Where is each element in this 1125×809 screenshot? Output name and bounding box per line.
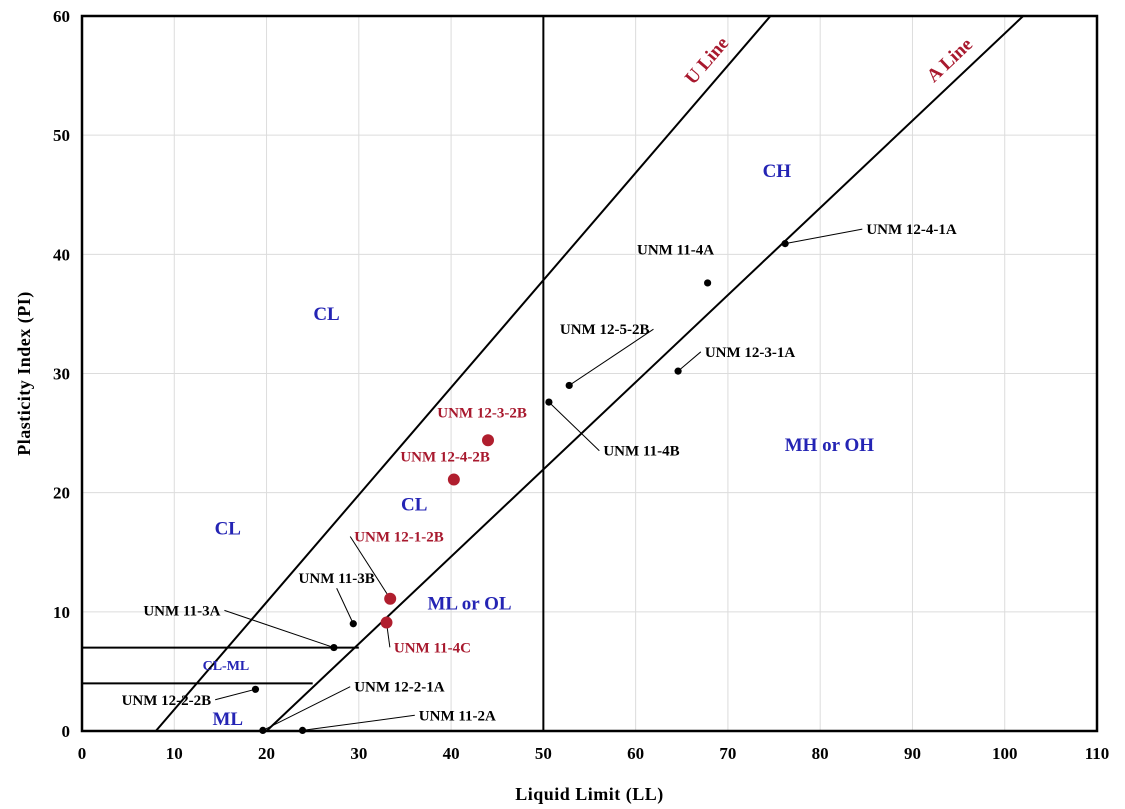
zone-label-cl-1: CL	[215, 518, 241, 539]
x-tick-label-90: 90	[904, 744, 921, 763]
point-unm-12-4-1a	[781, 240, 789, 248]
leader-unm-11-4b	[548, 401, 600, 452]
point-label-unm-11-4b: UNM 11-4B	[603, 444, 679, 460]
point-unm-12-2-2b	[251, 685, 260, 693]
y-tick-label-60: 60	[53, 7, 70, 26]
point-label-unm-12-5-2b: UNM 12-5-2B	[560, 322, 650, 338]
point-unm-12-4-2b	[447, 473, 460, 486]
point-label-unm-11-2a: UNM 11-2A	[419, 708, 496, 724]
zone-label-ch-3: CH	[763, 161, 792, 182]
point-label-unm-12-2-2b: UNM 12-2-2B	[122, 693, 212, 709]
a-line	[265, 16, 1024, 731]
tick-labels: 0 10 20 30 40 50 60 70 80 90 100 110 0 10 20 30 40 50 60	[53, 7, 1109, 763]
zone-label-cl-2: CL	[401, 495, 427, 516]
y-tick-label-0: 0	[62, 722, 71, 741]
point-label-unm-12-3-1a: UNM 12-3-1A	[705, 345, 796, 361]
data-points	[251, 240, 789, 735]
leader-unm-11-2a	[302, 714, 415, 731]
x-tick-label-30: 30	[350, 744, 367, 763]
point-label-unm-12-3-2b: UNM 12-3-2B	[437, 406, 527, 422]
y-tick-label-40: 40	[53, 245, 70, 264]
zone-labels: CL CL CL CH MH or OH ML or OL CL-ML ML	[203, 161, 875, 730]
point-label-unm-11-4c: UNM 11-4C	[394, 640, 471, 656]
point-label-unm-12-2-1a: UNM 12-2-1A	[354, 680, 445, 696]
plot-frame	[80, 14, 1099, 733]
leader-unm-12-2-1a	[262, 686, 351, 731]
point-label-unm-11-3a: UNM 11-3A	[143, 603, 220, 619]
x-tick-label-110: 110	[1085, 744, 1110, 763]
leader-lines	[215, 228, 863, 731]
reference-lines: U Line A Line	[82, 16, 1024, 731]
point-label-unm-12-4-1a: UNM 12-4-1A	[866, 222, 957, 238]
point-label-unm-11-4a: UNM 11-4A	[637, 242, 714, 258]
leader-unm-12-2-2b	[215, 688, 256, 701]
point-unm-11-4b	[545, 398, 553, 406]
point-unm-11-4c	[380, 616, 393, 629]
x-tick-label-60: 60	[627, 744, 644, 763]
zone-label-cl-0: CL	[313, 304, 339, 325]
x-tick-label-70: 70	[719, 744, 736, 763]
x-tick-label-50: 50	[535, 744, 552, 763]
point-unm-12-3-2b	[482, 434, 494, 447]
point-unm-12-3-1a	[674, 367, 682, 375]
leader-unm-12-5-2b	[568, 328, 654, 386]
u-line-label: U Line	[681, 33, 733, 89]
x-tick-label-100: 100	[992, 744, 1018, 763]
y-tick-label-20: 20	[53, 484, 70, 503]
x-tick-label-40: 40	[443, 744, 460, 763]
point-unm-11-4a	[704, 279, 712, 287]
point-label-unm-12-1-2b: UNM 12-1-2B	[354, 530, 444, 546]
zone-label-ml-7: ML	[212, 709, 243, 730]
leader-unm-11-3b	[336, 588, 354, 624]
point-label-unm-12-4-2b: UNM 12-4-2B	[400, 450, 490, 466]
leader-unm-12-1-2b	[349, 536, 391, 599]
leader-unm-12-4-1a	[785, 228, 863, 245]
y-axis-title: Plasticity Index (PI)	[14, 291, 35, 455]
x-tick-label-0: 0	[78, 744, 87, 763]
grid	[81, 15, 1098, 732]
u-line	[155, 16, 772, 731]
zone-label-cl-ml-6: CL-ML	[203, 659, 250, 674]
point-labels: UNM 12-4-1A UNM 11-4A UNM 12-5-2B UNM 12-3-…	[122, 222, 957, 724]
leader-unm-12-3-1a	[677, 351, 702, 372]
point-label-unm-11-3b: UNM 11-3B	[299, 571, 375, 587]
a-line-label: A Line	[923, 34, 977, 87]
x-axis-title: Liquid Limit (LL)	[515, 784, 664, 805]
point-unm-11-3a	[330, 643, 338, 652]
point-unm-11-3b	[349, 620, 357, 628]
x-tick-label-80: 80	[812, 744, 829, 763]
y-tick-label-10: 10	[53, 603, 70, 622]
leader-unm-11-3a	[224, 609, 335, 649]
x-tick-label-10: 10	[166, 744, 183, 763]
zone-label-ml-or-ol-5: ML or OL	[427, 593, 511, 614]
x-tick-label-20: 20	[258, 744, 275, 763]
point-unm-12-5-2b	[565, 381, 573, 390]
zone-label-mh-or-oh-4: MH or OH	[785, 435, 875, 456]
y-tick-label-30: 30	[53, 365, 70, 384]
point-unm-12-1-2b	[384, 592, 397, 605]
y-tick-label-50: 50	[53, 126, 70, 145]
